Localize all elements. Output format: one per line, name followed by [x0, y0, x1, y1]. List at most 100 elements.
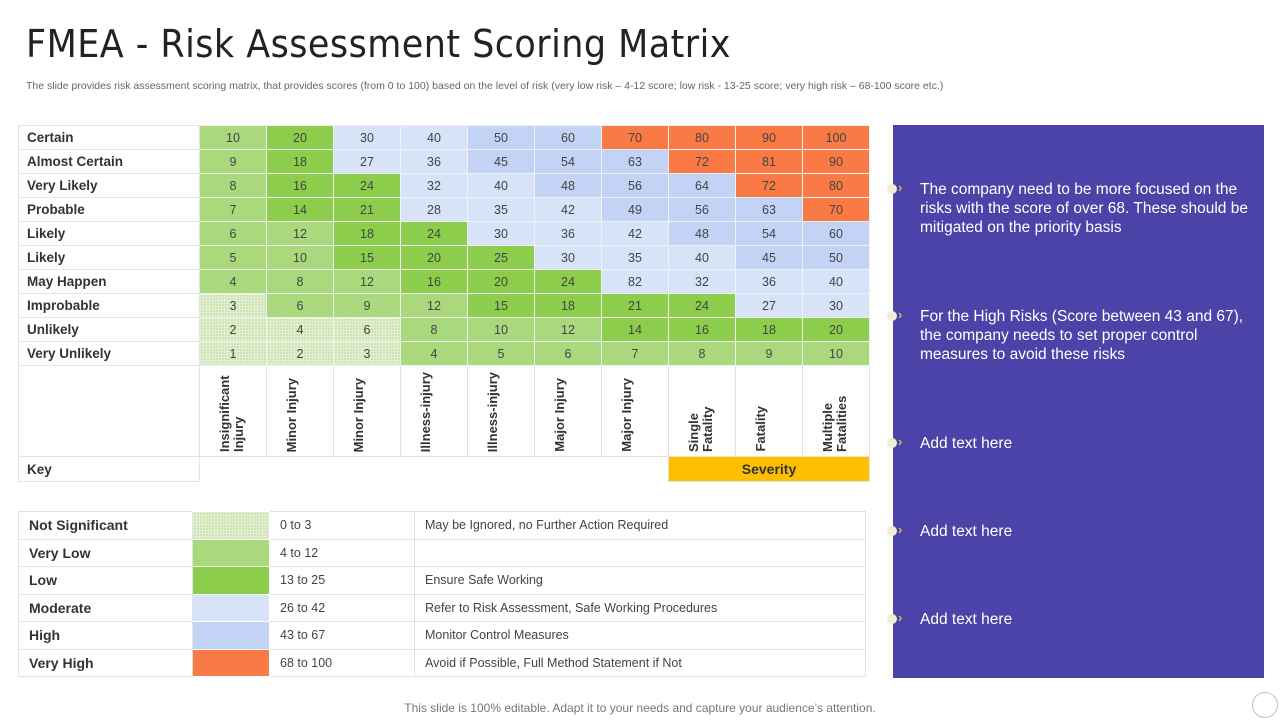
- matrix-row: Unlikely 2 4 6 8 10 12 14 16 18 20: [18, 317, 870, 342]
- score-cell: 5: [199, 245, 267, 270]
- score-cell: 40: [802, 269, 870, 294]
- score-cell: 82: [601, 269, 669, 294]
- severity-column-header: Major Injury: [601, 365, 669, 457]
- score-cell: 21: [333, 197, 401, 222]
- blank-header-cell: [18, 365, 200, 457]
- risk-matrix: Certain 10 20 30 40 50 60 70 80 90 100 Almost Certa…: [18, 125, 870, 482]
- severity-column-label: Minor Injury: [351, 377, 366, 452]
- matrix-row: Likely 5 10 15 20 25 30 35 40 45 50: [18, 245, 870, 270]
- notes-panel: [893, 125, 1264, 678]
- score-cell: 16: [400, 269, 468, 294]
- score-cell: 16: [266, 173, 334, 198]
- score-cell: 70: [802, 197, 870, 222]
- score-cell: 56: [668, 197, 736, 222]
- score-cell: 40: [400, 125, 468, 150]
- legend-row: High 43 to 67 Monitor Control Measures: [18, 621, 866, 650]
- matrix-row: Very Likely 8 16 24 32 40 48 56 64 72 80: [18, 173, 870, 198]
- score-cell: 18: [333, 221, 401, 246]
- score-cell: 6: [333, 317, 401, 342]
- score-cell: 72: [668, 149, 736, 174]
- severity-column-label: Multiple Fatalities: [820, 395, 849, 452]
- score-cell: 8: [199, 173, 267, 198]
- score-cell: 20: [400, 245, 468, 270]
- matrix-row: Almost Certain 9 18 27 36 45 54 63 72 81 90: [18, 149, 870, 174]
- score-cell: 1: [199, 341, 267, 366]
- page-title: FMEA - Risk Assessment Scoring Matrix: [26, 22, 731, 66]
- score-cell: 7: [199, 197, 267, 222]
- score-cell: 20: [467, 269, 535, 294]
- score-cell: 5: [467, 341, 535, 366]
- score-cell: 9: [199, 149, 267, 174]
- score-cell: 30: [534, 245, 602, 270]
- severity-column-label: Insignificant Injury: [217, 375, 246, 452]
- score-cell: 27: [735, 293, 803, 318]
- score-cell: 27: [333, 149, 401, 174]
- risk-color-swatch: [192, 621, 270, 650]
- score-range: 26 to 42: [269, 593, 415, 622]
- score-cell: 70: [601, 125, 669, 150]
- score-cell: 42: [534, 197, 602, 222]
- score-cell: 2: [199, 317, 267, 342]
- score-cell: 8: [668, 341, 736, 366]
- score-cell: 45: [467, 149, 535, 174]
- score-cell: 21: [601, 293, 669, 318]
- bullet-chevron-icon: ›: [898, 610, 903, 625]
- score-cell: 24: [534, 269, 602, 294]
- score-cell: 24: [400, 221, 468, 246]
- score-cell: 81: [735, 149, 803, 174]
- score-cell: 8: [266, 269, 334, 294]
- score-range: 4 to 12: [269, 538, 415, 567]
- likelihood-label: Very Unlikely: [18, 341, 200, 366]
- score-cell: 36: [534, 221, 602, 246]
- score-cell: 30: [802, 293, 870, 318]
- score-cell: 14: [266, 197, 334, 222]
- legend-row: Low 13 to 25 Ensure Safe Working: [18, 566, 866, 595]
- bullet-chevron-icon: ›: [898, 522, 903, 537]
- score-cell: 4: [199, 269, 267, 294]
- score-cell: 63: [601, 149, 669, 174]
- score-cell: 6: [199, 221, 267, 246]
- footer-note: This slide is 100% editable. Adapt it to…: [404, 701, 876, 715]
- severity-column-label: Single Fatality: [686, 406, 715, 452]
- score-cell: 14: [601, 317, 669, 342]
- score-cell: 36: [735, 269, 803, 294]
- score-cell: 24: [333, 173, 401, 198]
- severity-column-header: Minor Injury: [333, 365, 401, 457]
- severity-label: Severity: [668, 456, 870, 482]
- severity-column-header: Multiple Fatalities: [802, 365, 870, 457]
- score-cell: 12: [534, 317, 602, 342]
- score-cell: 3: [199, 293, 267, 318]
- score-cell: 12: [266, 221, 334, 246]
- risk-level-name: High: [18, 621, 193, 650]
- score-range: 43 to 67: [269, 621, 415, 650]
- bullet-circle-icon: [887, 184, 897, 194]
- severity-column-header: Illness-injury: [400, 365, 468, 457]
- bullet-circle-icon: [887, 311, 897, 321]
- score-cell: 30: [333, 125, 401, 150]
- slide-nav-circle-icon[interactable]: [1252, 692, 1278, 718]
- score-cell: 32: [668, 269, 736, 294]
- score-cell: 100: [802, 125, 870, 150]
- score-cell: 48: [668, 221, 736, 246]
- likelihood-label: May Happen: [18, 269, 200, 294]
- score-cell: 50: [802, 245, 870, 270]
- score-cell: 24: [668, 293, 736, 318]
- key-row: Key Severity: [18, 456, 870, 482]
- matrix-row: Likely 6 12 18 24 30 36 42 48 54 60: [18, 221, 870, 246]
- score-cell: 20: [802, 317, 870, 342]
- score-cell: 20: [266, 125, 334, 150]
- key-spacer: [200, 457, 669, 482]
- score-cell: 63: [735, 197, 803, 222]
- bullet-circle-icon: [887, 614, 897, 624]
- score-cell: 18: [735, 317, 803, 342]
- required-action: Ensure Safe Working: [414, 566, 866, 595]
- severity-column-label: Fatality: [753, 406, 768, 452]
- required-action: Monitor Control Measures: [414, 621, 866, 650]
- score-cell: 35: [601, 245, 669, 270]
- score-cell: 12: [400, 293, 468, 318]
- score-cell: 90: [735, 125, 803, 150]
- score-cell: 8: [400, 317, 468, 342]
- likelihood-label: Very Likely: [18, 173, 200, 198]
- risk-legend-table: Not Significant 0 to 3 May be Ignored, no …: [18, 511, 866, 677]
- likelihood-label: Likely: [18, 245, 200, 270]
